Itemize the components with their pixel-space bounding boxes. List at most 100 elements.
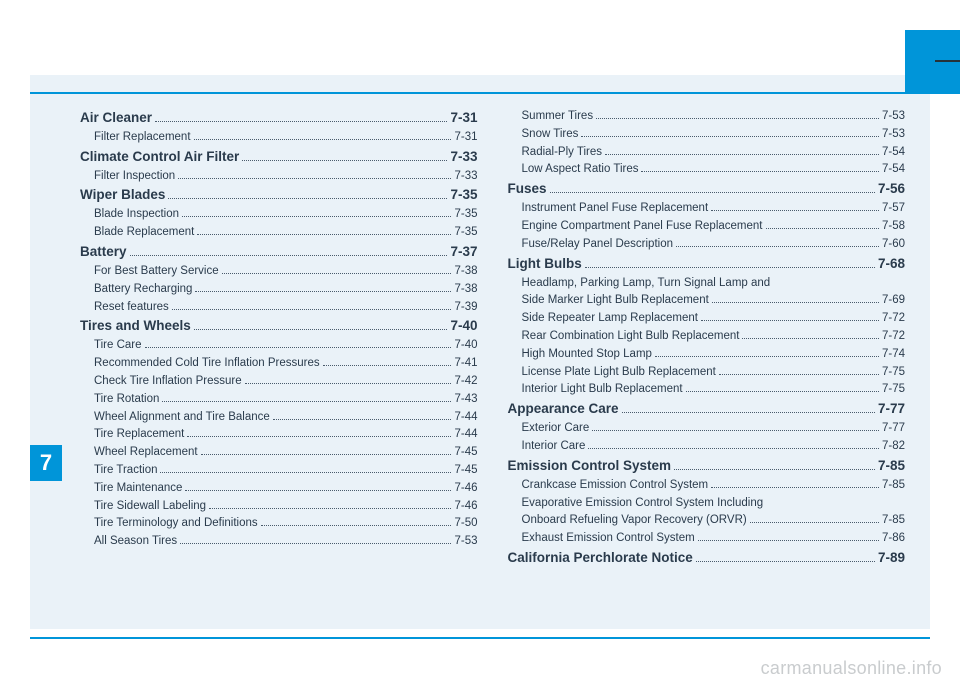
toc-sub-row: Exhaust Emission Control System 7-86 — [508, 530, 906, 548]
toc-label: Wheel Replacement — [94, 444, 198, 462]
toc-label: Rear Combination Light Bulb Replacement — [522, 328, 740, 346]
toc-leader — [130, 255, 448, 256]
chapter-number: 7 — [40, 450, 52, 476]
toc-label: Side Repeater Lamp Replacement — [522, 310, 698, 328]
toc-label: Crankcase Emission Control System — [522, 477, 709, 495]
toc-label: Fuse/Relay Panel Description — [522, 236, 674, 254]
toc-label: Tire Replacement — [94, 426, 184, 444]
toc-leader — [201, 454, 452, 455]
toc-section-row: Battery7-37 — [80, 242, 478, 263]
toc-label: Recommended Cold Tire Inflation Pressure… — [94, 355, 320, 373]
toc-label: Onboard Refueling Vapor Recovery (ORVR) — [522, 512, 747, 530]
toc-label: Tire Care — [94, 337, 142, 355]
toc-sub-row: Wheel Replacement7-45 — [80, 444, 478, 462]
toc-label: Tire Traction — [94, 462, 157, 480]
toc-leader — [686, 391, 879, 392]
toc-label: Tire Rotation — [94, 391, 159, 409]
toc-section-row: California Perchlorate Notice7-89 — [508, 548, 906, 569]
toc-page: 7-89 — [878, 548, 905, 569]
toc-sub-row: Fuse/Relay Panel Description7-60 — [508, 236, 906, 254]
toc-label: Exhaust Emission Control System — [522, 530, 695, 548]
toc-leader — [172, 309, 452, 310]
toc-label: Headlamp, Parking Lamp, Turn Signal Lamp… — [522, 275, 771, 293]
toc-sub-row: Tire Sidewall Labeling7-46 — [80, 498, 478, 516]
toc-sub-row: Summer Tires7-53 — [508, 108, 906, 126]
toc-page: 7-46 — [454, 480, 477, 498]
bottom-divider — [30, 637, 930, 639]
toc-sub-row: For Best Battery Service7-38 — [80, 263, 478, 281]
toc-leader — [581, 136, 879, 137]
toc-page: 7-53 — [882, 108, 905, 126]
toc-leader — [655, 356, 879, 357]
toc-page: 7-41 — [454, 355, 477, 373]
chapter-number-box: 7 — [30, 445, 62, 481]
toc-sub-row: License Plate Light Bulb Replacement7-75 — [508, 364, 906, 382]
toc-page: 7-69 — [882, 292, 905, 310]
toc-page: 7-35 — [454, 224, 477, 242]
toc-page: 7-56 — [878, 179, 905, 200]
toc-sub-row: Tire Maintenance7-46 — [80, 480, 478, 498]
toc-label: Instrument Panel Fuse Replacement — [522, 200, 709, 218]
toc-page: 7-74 — [882, 346, 905, 364]
toc-page: 7-86 — [882, 530, 905, 548]
toc-label: Interior Care — [522, 438, 586, 456]
toc-leader — [712, 302, 879, 303]
toc-label: Evaporative Emission Control System Incl… — [522, 495, 764, 513]
toc-leader — [588, 448, 879, 449]
toc-leader — [155, 121, 447, 122]
toc-sub-row: Wheel Alignment and Tire Balance7-44 — [80, 409, 478, 427]
toc-label: Emission Control System — [508, 456, 672, 477]
toc-leader — [698, 540, 879, 541]
toc-sub-row: Interior Light Bulb Replacement7-75 — [508, 381, 906, 399]
toc-page: 7-35 — [450, 185, 477, 206]
toc-leader — [711, 210, 879, 211]
toc-leader — [585, 267, 875, 268]
toc-label: Tires and Wheels — [80, 316, 191, 337]
toc-sub-row: Tire Terminology and Definitions7-50 — [80, 515, 478, 533]
toc-leader — [742, 338, 878, 339]
toc-label: Filter Inspection — [94, 168, 175, 186]
toc-page: 7-85 — [878, 456, 905, 477]
toc-sub-row: Blade Replacement7-35 — [80, 224, 478, 242]
toc-label: Battery Recharging — [94, 281, 192, 299]
toc-leader — [194, 329, 448, 330]
toc-section-row: Light Bulbs7-68 — [508, 254, 906, 275]
toc-sub-row: All Season Tires7-53 — [80, 533, 478, 551]
toc-section-row: Tires and Wheels7-40 — [80, 316, 478, 337]
toc-leader — [182, 216, 451, 217]
toc-label: Appearance Care — [508, 399, 619, 420]
toc-label: Tire Sidewall Labeling — [94, 498, 206, 516]
toc-page: 7-33 — [450, 147, 477, 168]
toc-label: For Best Battery Service — [94, 263, 219, 281]
toc-leader — [750, 522, 879, 523]
toc-leader — [641, 171, 878, 172]
toc-leader — [187, 436, 451, 437]
toc-sub-row: Side Marker Light Bulb Replacement7-69 — [508, 292, 906, 310]
toc-sub-row: Interior Care7-82 — [508, 438, 906, 456]
toc-sub-row: Tire Rotation7-43 — [80, 391, 478, 409]
toc-sub-row: Radial-Ply Tires7-54 — [508, 144, 906, 162]
toc-page: 7-72 — [882, 310, 905, 328]
toc-page: 7-44 — [454, 426, 477, 444]
toc-sub-row: High Mounted Stop Lamp7-74 — [508, 346, 906, 364]
toc-section-row: Fuses7-56 — [508, 179, 906, 200]
toc-sub-row: Engine Compartment Panel Fuse Replacemen… — [508, 218, 906, 236]
toc-label: Climate Control Air Filter — [80, 147, 239, 168]
toc-sub-row: Exterior Care7-77 — [508, 420, 906, 438]
toc-label: Battery — [80, 242, 127, 263]
toc-page: 7-77 — [878, 399, 905, 420]
toc-page: 7-39 — [454, 299, 477, 317]
toc-leader — [622, 412, 875, 413]
toc-page: 7-68 — [878, 254, 905, 275]
toc-page: 7-38 — [454, 281, 477, 299]
toc-page: 7-75 — [882, 381, 905, 399]
toc-page: 7-42 — [454, 373, 477, 391]
toc-page: 7-45 — [454, 462, 477, 480]
toc-sub-row: Side Repeater Lamp Replacement 7-72 — [508, 310, 906, 328]
toc-leader — [145, 347, 452, 348]
toc-sub-row: Low Aspect Ratio Tires7-54 — [508, 161, 906, 179]
toc-label: Check Tire Inflation Pressure — [94, 373, 242, 391]
toc-leader — [160, 472, 451, 473]
top-divider — [30, 92, 960, 94]
toc-sub-row: Tire Traction 7-45 — [80, 462, 478, 480]
